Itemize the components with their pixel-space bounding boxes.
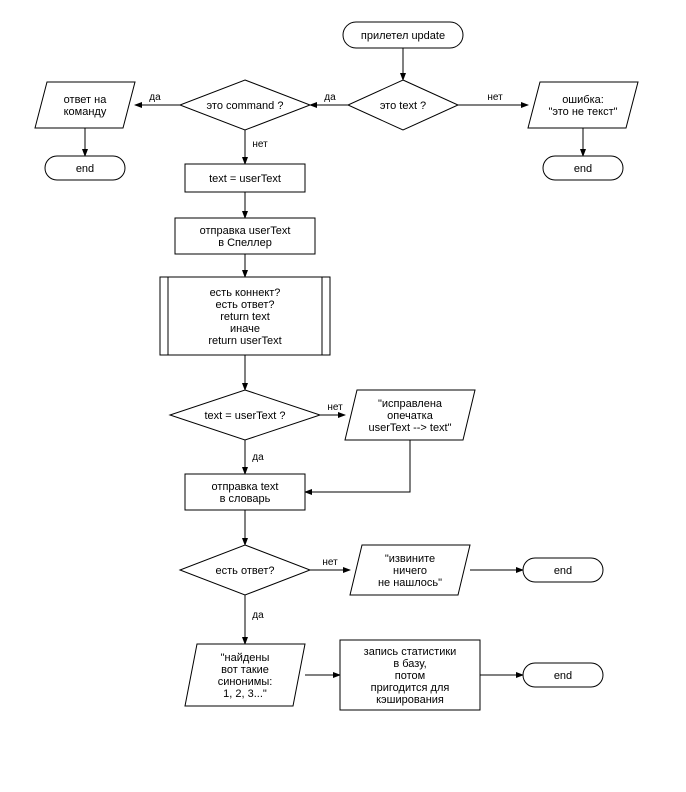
node-end_sorry: end [523, 558, 603, 582]
node-predef-line-2: return text [220, 311, 270, 323]
node-send_speller-line-1: в Спеллер [218, 237, 272, 249]
node-eq_check-line-0: text = userText ? [204, 410, 285, 422]
node-predef-line-4: return userText [208, 335, 281, 347]
node-answer_cmd: ответ накоманду [35, 82, 135, 128]
node-is_text-line-0: это text ? [380, 100, 426, 112]
node-predef-line-0: есть коннект? [210, 287, 281, 299]
node-sorry_para-line-0: "извините [385, 553, 435, 565]
node-found_para-line-2: синонимы: [218, 676, 273, 688]
node-sorry_para-line-2: не нашлось" [378, 577, 442, 589]
node-error_para: ошибка:"это не текст" [528, 82, 638, 128]
node-send_dict-line-0: отправка text [212, 481, 279, 493]
node-end_err-line-0: end [574, 163, 592, 175]
node-is_text: это text ? [348, 80, 458, 130]
node-predef: есть коннект?есть ответ?return textиначе… [160, 277, 330, 355]
node-end_stats-line-0: end [554, 670, 572, 682]
edge-4-label: да [149, 92, 161, 103]
flowchart-canvas: прилетел update это text ? ошибка:"это не … [0, 0, 686, 792]
edge-1-label: нет [487, 92, 503, 103]
node-start: прилетел update [343, 22, 463, 48]
edge-6-label: нет [252, 139, 268, 150]
node-stats_proc-line-2: потом [395, 670, 425, 682]
node-end_sorry-line-0: end [554, 565, 572, 577]
node-error_para-line-0: ошибка: [562, 94, 604, 106]
node-end_cmd-line-0: end [76, 163, 94, 175]
node-predef-line-3: иначе [230, 323, 260, 335]
node-send_dict-line-1: в словарь [220, 493, 271, 505]
edge-11 [305, 440, 410, 492]
node-end_stats: end [523, 663, 603, 687]
node-answer_cmd-line-1: команду [64, 106, 107, 118]
node-is_command-line-0: это command ? [207, 100, 284, 112]
node-has_answer: есть ответ? [180, 545, 310, 595]
node-found_para-line-0: "найдены [221, 652, 270, 664]
node-error_para-line-1: "это не текст" [548, 106, 617, 118]
edge-3-label: да [324, 92, 336, 103]
node-assign: text = userText [185, 164, 305, 192]
node-start-line-0: прилетел update [361, 30, 445, 42]
node-eq_check: text = userText ? [170, 390, 320, 440]
node-is_command: это command ? [180, 80, 310, 130]
node-send_speller-line-0: отправка userText [200, 225, 291, 237]
node-end_err: end [543, 156, 623, 180]
node-assign-line-0: text = userText [209, 173, 281, 185]
node-answer_cmd-line-0: ответ на [64, 94, 108, 106]
node-stats_proc-line-4: кэширования [376, 694, 444, 706]
node-end_cmd: end [45, 156, 125, 180]
edge-16-label: да [252, 610, 264, 621]
node-sorry_para-line-1: ничего [393, 565, 427, 577]
node-found_para-line-1: вот такие [221, 664, 269, 676]
node-typo_para: "исправленаопечаткаuserText --> text" [345, 390, 475, 440]
node-typo_para-line-0: "исправлена [378, 398, 443, 410]
edge-14-label: нет [322, 557, 338, 568]
node-stats_proc: запись статистикив базу,потомпригодится … [340, 640, 480, 710]
edge-12-label: да [252, 452, 264, 463]
node-send_speller: отправка userTextв Спеллер [175, 218, 315, 254]
node-found_para: "найденывот такиесинонимы:1, 2, 3..." [185, 644, 305, 706]
node-has_answer-line-0: есть ответ? [216, 565, 275, 577]
node-typo_para-line-1: опечатка [387, 410, 434, 422]
node-predef-line-1: есть ответ? [216, 299, 275, 311]
node-typo_para-line-2: userText --> text" [368, 422, 451, 434]
node-stats_proc-line-0: запись статистики [364, 646, 457, 658]
node-send_dict: отправка textв словарь [185, 474, 305, 510]
node-stats_proc-line-1: в базу, [393, 658, 426, 670]
node-stats_proc-line-3: пригодится для [371, 682, 450, 694]
node-found_para-line-3: 1, 2, 3..." [223, 688, 267, 700]
node-sorry_para: "извинитеничегоне нашлось" [350, 545, 470, 595]
edge-10-label: нет [327, 402, 343, 413]
